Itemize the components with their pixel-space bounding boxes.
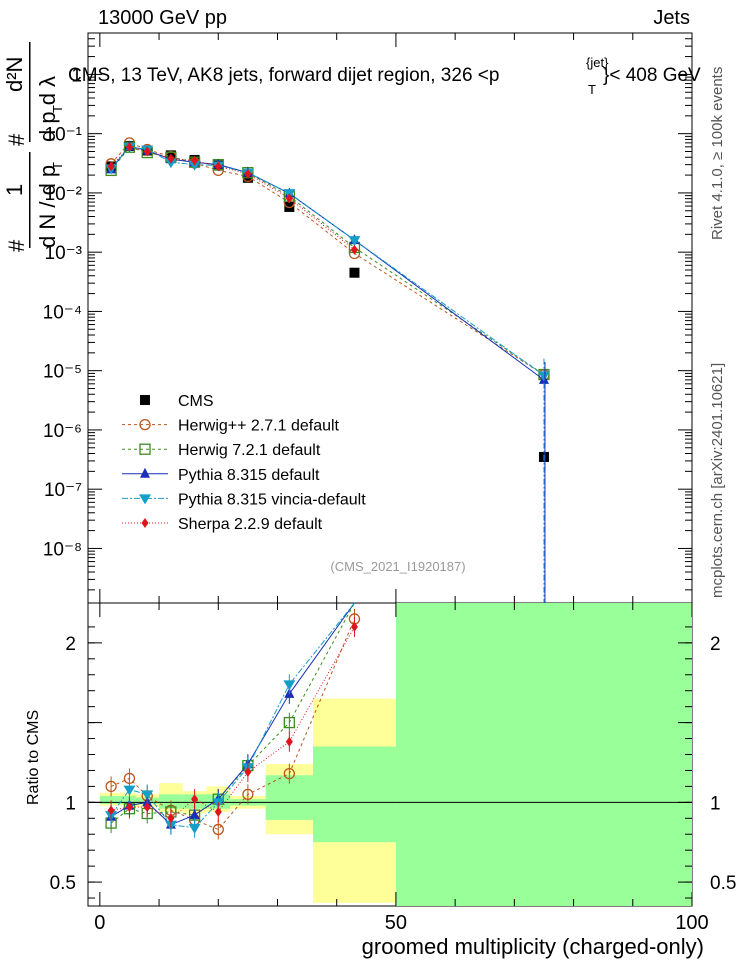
ratio-tick-label: 0.5 xyxy=(50,873,76,894)
ratio-tick-label-right: 2 xyxy=(710,634,721,655)
ylabel-hash-right: # xyxy=(4,133,29,146)
ratio-point xyxy=(125,802,133,813)
ratio-point xyxy=(167,813,175,824)
ratio-series xyxy=(105,602,361,840)
ylabel-denom-right: d p d λ xyxy=(35,76,60,142)
analysis-id-watermark: (CMS_2021_I1920187) xyxy=(330,559,465,574)
ratio-tick-label: 1 xyxy=(65,793,76,814)
data-point xyxy=(125,141,133,152)
series-line-4 xyxy=(110,146,545,376)
ratio-point xyxy=(350,621,358,632)
y-tick-label: 10⁻⁶ xyxy=(43,421,82,442)
y-tick-label: 10⁻⁴ xyxy=(43,302,82,323)
legend-label: Herwig 7.2.1 default xyxy=(178,442,321,459)
axis-ticks: 0 50 100 1 10⁻¹ 10⁻² 10⁻³ 10⁻⁴ 10⁻⁵ 10⁻⁶ 10⁻⁷ 10⁻⁸ 2… xyxy=(43,32,736,934)
ratio-tick-label-right: 1 xyxy=(710,793,721,814)
ratio-uncertainty-bands xyxy=(88,603,692,906)
series-line-2 xyxy=(110,146,545,375)
plot-title: CMS, 13 TeV, AK8 jets, forward dijet reg… xyxy=(68,65,499,86)
y-tick-label: 10⁻¹ xyxy=(45,125,83,146)
ratio-point xyxy=(189,809,200,820)
legend-label: Sherpa 2.2.9 default xyxy=(178,516,323,533)
ylabel-sub-left: T xyxy=(50,162,65,170)
ratio-point xyxy=(123,785,136,796)
legend-marker xyxy=(141,518,149,528)
ratio-point xyxy=(212,823,224,836)
data-point xyxy=(191,155,199,166)
series-line-1 xyxy=(110,142,545,376)
xlabel: groomed multiplicity (charged-only) xyxy=(362,934,704,959)
legend-marker xyxy=(140,467,150,478)
x-tick-label: 50 xyxy=(385,912,407,934)
data-point xyxy=(107,161,115,172)
plot-title-tail: }< 408 GeV xyxy=(603,65,701,86)
ylabel-fraction-bar-left xyxy=(29,152,31,248)
data-point xyxy=(285,193,293,204)
ylabel-fraction-bar-right xyxy=(29,42,31,142)
legend: CMS Herwig++ 2.7.1 default Herwig 7.2.1 de… xyxy=(122,393,366,533)
y-tick-label: 10⁻² xyxy=(45,184,83,205)
data-point xyxy=(143,146,151,157)
ratio-point xyxy=(105,780,117,793)
series-line-3 xyxy=(110,145,545,381)
legend-label: CMS xyxy=(178,393,214,410)
legend-label: Pythia 8.315 default xyxy=(178,467,320,484)
data-point xyxy=(348,236,361,247)
ratio-band-green xyxy=(395,603,692,906)
ratio-point xyxy=(141,790,154,801)
y-tick-label: 10⁻⁵ xyxy=(43,362,82,383)
ratio-point xyxy=(283,767,295,780)
ratio-band-green xyxy=(313,746,396,843)
ratio-point xyxy=(283,680,296,691)
ylabel-denom-left: d N / d p xyxy=(35,165,60,248)
ratio-point xyxy=(191,794,199,805)
ratio-point xyxy=(188,823,201,834)
ratio-tick-label: 2 xyxy=(65,634,76,655)
y-tick-label: 10⁻³ xyxy=(45,243,83,264)
ratio-ylabel: Ratio to CMS xyxy=(25,710,42,805)
main-series xyxy=(105,137,550,603)
series-line-5 xyxy=(110,146,355,251)
ylabel-hash-left: # xyxy=(4,239,29,252)
rivet-version-label: Rivet 4.1.0, ≥ 100k events xyxy=(709,67,726,240)
ratio-point xyxy=(285,736,293,747)
data-point xyxy=(167,153,175,164)
data-point xyxy=(350,244,358,255)
legend-label: Herwig++ 2.7.1 default xyxy=(178,418,340,435)
header-jets: Jets xyxy=(653,7,690,29)
y-tick-label: 10⁻⁸ xyxy=(43,539,82,560)
ratio-band-green xyxy=(99,795,124,804)
ylabel-numer-right: d²N xyxy=(2,57,27,92)
plot-title-superscript: {jet} xyxy=(586,55,609,70)
legend-marker xyxy=(139,494,151,505)
legend-marker xyxy=(139,418,151,431)
legend-label: Pythia 8.315 vincia-default xyxy=(178,491,366,508)
ratio-point xyxy=(107,805,115,816)
data-point xyxy=(349,267,360,278)
x-tick-label: 100 xyxy=(675,912,708,934)
legend-marker xyxy=(139,443,151,455)
ratio-point xyxy=(283,716,295,729)
header-energy: 13000 GeV pp xyxy=(98,7,227,29)
ratio-point xyxy=(214,806,222,817)
x-tick-label: 0 xyxy=(94,912,105,934)
mcplots-source-label: mcplots.cern.ch [arXiv:2401.10621] xyxy=(709,363,726,598)
ratio-tick-label-right: 0.5 xyxy=(710,873,736,894)
ylabel-sub-right: T xyxy=(50,105,65,113)
data-point xyxy=(244,168,252,179)
main-ylabel: # 1 d N / d p T # d²N d p d λ T xyxy=(2,42,65,252)
data-point xyxy=(214,161,222,172)
legend-marker xyxy=(140,395,150,405)
ratio-point xyxy=(143,802,151,813)
ylabel-numer-left: 1 xyxy=(2,184,27,196)
ratio-point xyxy=(242,788,254,801)
y-tick-label: 1 xyxy=(71,65,82,86)
y-tick-label: 10⁻⁷ xyxy=(44,480,82,501)
plot-title-subscript: T xyxy=(588,82,596,97)
ratio-point xyxy=(244,767,252,778)
